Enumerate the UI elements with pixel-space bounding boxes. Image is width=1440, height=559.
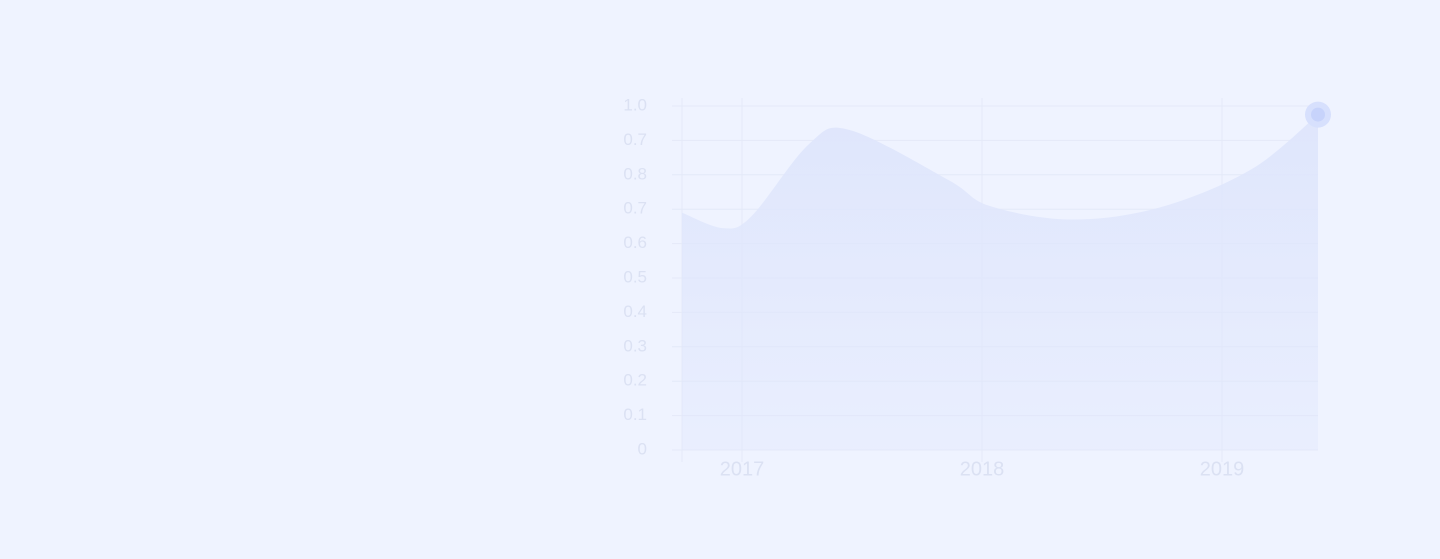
y-tick-label: 0.7 <box>623 130 647 149</box>
x-tick-label: 2018 <box>960 458 1005 480</box>
y-tick-label: 1.0 <box>623 95 647 114</box>
y-tick-label: 0.5 <box>623 267 647 286</box>
y-tick-label: 0.6 <box>623 233 647 252</box>
y-tick-label: 0.8 <box>623 164 647 183</box>
end-marker <box>1311 107 1325 122</box>
y-tick-label: 0.4 <box>623 302 647 321</box>
area <box>682 114 1318 450</box>
x-tick-label: 2019 <box>1200 458 1245 480</box>
y-tick-label: 0 <box>638 439 647 458</box>
y-tick-label: 0.1 <box>623 405 647 424</box>
x-tick-label: 2017 <box>720 458 765 480</box>
y-tick-label: 0.7 <box>623 199 647 218</box>
y-tick-label: 0.2 <box>623 371 647 390</box>
y-tick-label: 0.3 <box>623 336 647 355</box>
